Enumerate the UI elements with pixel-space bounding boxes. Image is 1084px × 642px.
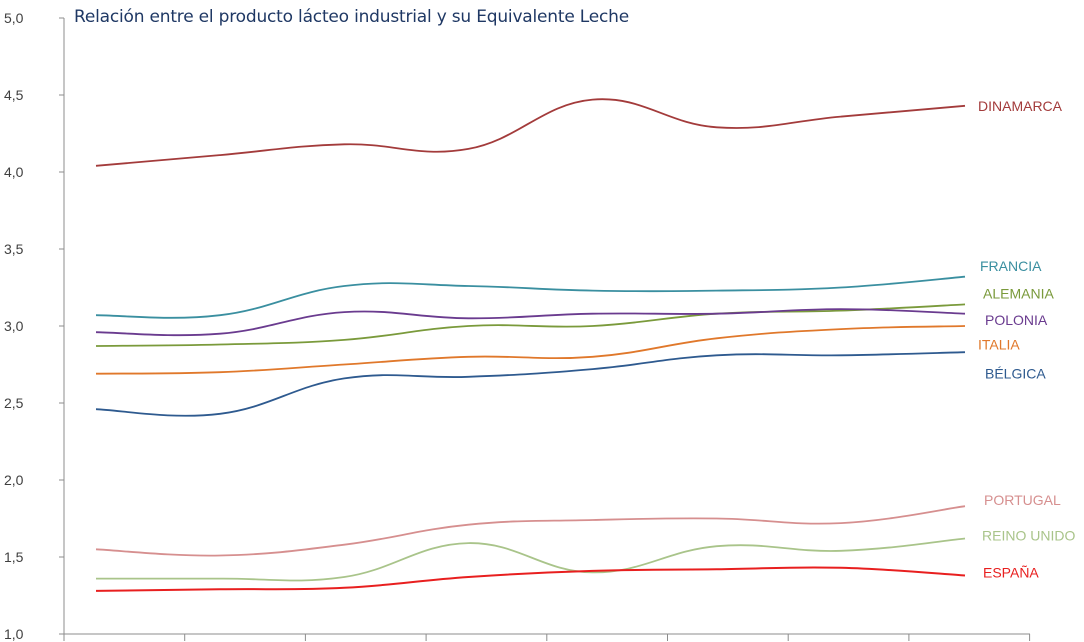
series-line-polonia: [95, 308, 966, 337]
series-label-polonia: POLONIA: [985, 312, 1048, 328]
series-label-alemania: ALEMANIA: [983, 286, 1054, 302]
y-tick-label: 2,5: [4, 395, 24, 411]
series-label-reino-unido: REINO UNIDO: [982, 527, 1075, 543]
series-line-espa-a: [95, 566, 966, 592]
y-tick-label: 3,5: [4, 241, 24, 257]
series-line-dinamarca: [95, 98, 966, 167]
series-lines: [95, 98, 966, 592]
series-line-alemania: [95, 303, 966, 347]
y-tick-label: 1,5: [4, 549, 24, 565]
series-label-italia: ITALIA: [978, 336, 1020, 352]
series-line-francia: [95, 275, 966, 319]
chart-subtitle: Relación entre el producto lácteo indust…: [74, 7, 630, 27]
series-label-portugal: PORTUGAL: [984, 492, 1061, 508]
y-tick-label: 2,0: [4, 472, 24, 488]
series-labels: DINAMARCA FRANCIA ALEMANIA POLONIA ITALIA BÉL…: [978, 98, 1075, 581]
series-line-italia: [95, 325, 966, 375]
series-label-b-lgica: BÉLGICA: [985, 366, 1046, 382]
series-line-portugal: [95, 505, 966, 557]
y-tick-label: 4,0: [4, 164, 24, 180]
series-label-espa-a: ESPAÑA: [983, 564, 1039, 580]
series-label-francia: FRANCIA: [980, 258, 1042, 274]
y-tick-label: 3,0: [4, 318, 24, 334]
y-tick-label: 1,0: [4, 626, 24, 642]
series-line-reino-unido: [95, 537, 966, 582]
series-line-b-lgica: [95, 351, 966, 417]
series-label-dinamarca: DINAMARCA: [978, 98, 1063, 114]
y-tick-label: 4,5: [4, 87, 24, 103]
y-tick-label: 5,0: [4, 10, 24, 26]
axes: 1,0 1,5 2,0 2,5 3,0 3,5 4,0 4,5 5,0: [4, 10, 1031, 642]
